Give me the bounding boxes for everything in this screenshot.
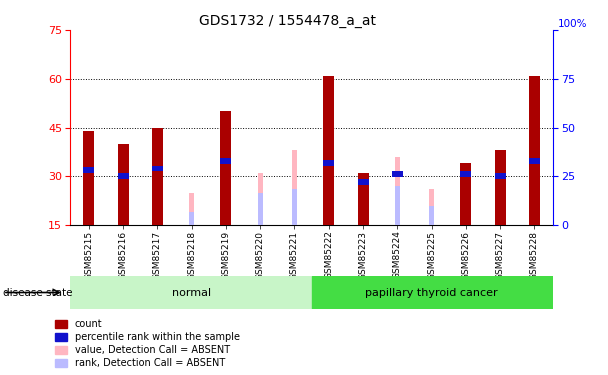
Bar xyxy=(83,168,94,173)
Bar xyxy=(70,276,311,309)
Bar xyxy=(392,171,402,177)
Bar xyxy=(529,158,540,164)
Bar xyxy=(460,163,471,225)
Bar xyxy=(189,212,194,225)
Bar xyxy=(495,150,506,225)
Bar xyxy=(358,179,368,185)
Bar xyxy=(429,206,434,225)
Bar xyxy=(292,189,297,225)
Text: disease state: disease state xyxy=(3,288,72,298)
Bar xyxy=(311,276,553,309)
Bar xyxy=(529,75,540,225)
Bar xyxy=(152,128,163,225)
Bar xyxy=(395,186,399,225)
Text: papillary thyroid cancer: papillary thyroid cancer xyxy=(365,288,498,297)
Text: 100%: 100% xyxy=(558,19,587,28)
Bar xyxy=(258,173,263,225)
Bar xyxy=(495,173,506,179)
Bar xyxy=(221,111,232,225)
Bar xyxy=(323,160,334,165)
Bar xyxy=(117,144,128,225)
Bar xyxy=(189,192,194,225)
Bar xyxy=(152,165,163,171)
Bar xyxy=(86,131,91,225)
Bar xyxy=(460,171,471,177)
Text: normal: normal xyxy=(172,288,211,297)
Title: GDS1732 / 1554478_a_at: GDS1732 / 1554478_a_at xyxy=(199,13,376,28)
Bar xyxy=(292,150,297,225)
Bar xyxy=(395,157,399,225)
Bar xyxy=(83,131,94,225)
Bar xyxy=(358,173,368,225)
Bar xyxy=(117,173,128,179)
Bar xyxy=(429,189,434,225)
Bar xyxy=(258,192,263,225)
Bar xyxy=(221,158,232,164)
Bar xyxy=(323,75,334,225)
Legend: count, percentile rank within the sample, value, Detection Call = ABSENT, rank, : count, percentile rank within the sample… xyxy=(54,318,242,370)
